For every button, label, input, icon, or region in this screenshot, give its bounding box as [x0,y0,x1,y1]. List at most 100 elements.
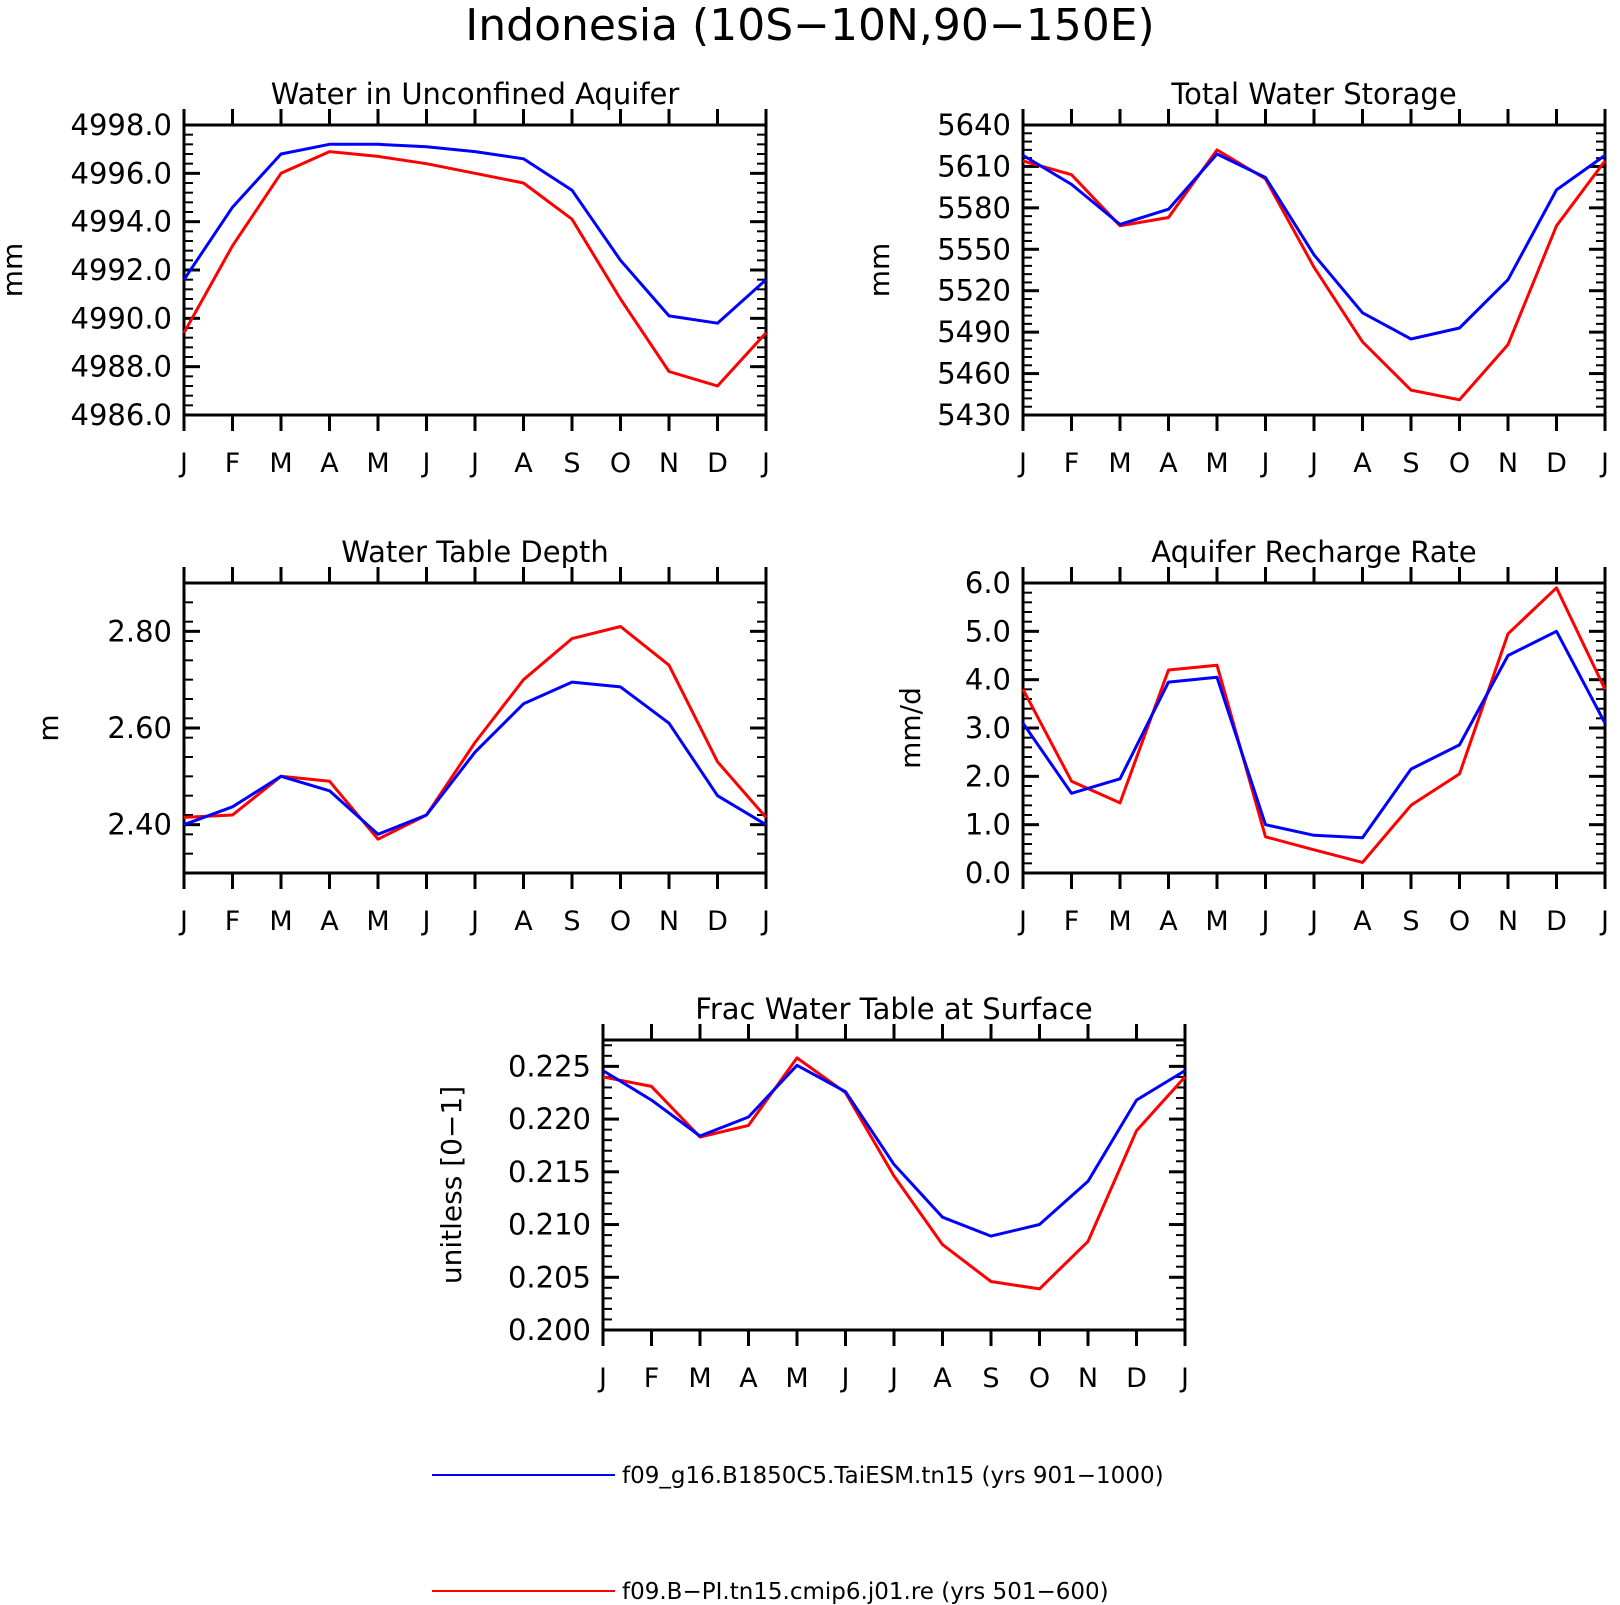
y-axis-label: m [32,714,65,741]
y-tick-label: 4998.0 [71,108,172,142]
x-tick-label: O [610,448,631,479]
plot-frame [182,123,768,417]
series-line-red [1021,586,1607,864]
x-tick-label: O [1029,1363,1050,1394]
y-tick-label: 3.0 [965,711,1011,745]
panel-total-water-storage: J F M A M J J A S O N D J543054605490552055505580561… [863,77,1609,479]
x-tick-label: N [659,906,679,937]
y-tick-label: 5490 [937,315,1011,349]
x-tick-label: J [1599,906,1609,937]
y-tick-label: 2.60 [107,711,172,745]
x-tick-label: D [1546,448,1567,479]
x-tick-label: A [933,1363,952,1394]
y-tick-label: 5460 [937,357,1011,391]
x-tick-label: J [1260,906,1270,937]
x-tick-label: J [469,448,479,479]
series-line-red [183,625,768,841]
x-tick-label: S [982,1363,999,1394]
x-tick-label: M [1205,448,1228,479]
x-tick-label: J [421,448,431,479]
plot-frame [1021,123,1607,417]
x-tick-label: S [1402,906,1419,937]
y-tick-label: 0.0 [965,856,1011,890]
panel-title: Total Water Storage [1170,77,1456,111]
x-tick-label: O [1449,906,1470,937]
x-tick-label: J [1179,1363,1189,1394]
x-tick-label: M [688,1363,711,1394]
y-tick-label: 4.0 [965,663,1011,697]
y-tick-label: 6.0 [965,566,1011,600]
x-tick-label: A [739,1363,758,1394]
x-tick-label: J [1260,448,1270,479]
x-tick-label: O [1449,448,1470,479]
series-line-blue [183,680,767,836]
legend-label-blue: f09_g16.B1850C5.TaiESM.tn15 (yrs 901−100… [622,1463,1164,1489]
x-tick-label: M [269,448,292,479]
y-axis-label: unitless [0−1] [435,1086,468,1284]
x-tick-label: J [178,906,188,937]
x-tick-label: J [1308,448,1318,479]
y-tick-label: 0.225 [508,1049,591,1083]
y-tick-label: 2.80 [107,614,172,648]
series-line-red [1022,148,1607,402]
y-tick-label: 5610 [937,149,1011,183]
y-tick-label: 5520 [937,274,1011,308]
series-line-blue [182,142,768,325]
x-tick-label: F [225,906,241,937]
x-tick-label: A [514,448,533,479]
legend: f09_g16.B1850C5.TaiESM.tn15 (yrs 901−100… [432,1463,1164,1605]
y-tick-label: 4988.0 [71,350,172,384]
panel-title: Aquifer Recharge Rate [1151,535,1477,569]
x-tick-label: A [1159,448,1178,479]
x-tick-label: A [514,906,533,937]
x-tick-label: A [320,906,339,937]
x-tick-label: D [1546,906,1567,937]
series-line-blue [1022,152,1606,341]
y-tick-label: 0.205 [508,1260,591,1294]
legend-label-red: f09.B−PI.tn15.cmip6.j01.re (yrs 501−600) [622,1579,1109,1605]
x-tick-label: A [1353,448,1372,479]
y-tick-label: 1.0 [965,808,1011,842]
y-axis-label: mm [0,243,29,298]
x-tick-label: N [1498,448,1518,479]
x-tick-label: M [1108,448,1131,479]
x-tick-label: F [1064,906,1080,937]
y-tick-label: 0.215 [508,1155,591,1189]
y-axis-label: mm [863,243,896,298]
x-tick-label: J [1017,448,1027,479]
x-tick-label: J [760,906,770,937]
y-tick-label: 4986.0 [71,398,172,432]
x-tick-label: N [1078,1363,1098,1394]
x-tick-label: J [760,448,770,479]
y-tick-label: 0.210 [508,1208,591,1242]
series-line-red [602,1056,1187,1291]
x-tick-label: M [1108,906,1131,937]
figure-title: Indonesia (10S−10N,90−150E) [465,0,1154,51]
x-tick-label: S [563,906,580,937]
x-tick-label: S [563,448,580,479]
x-tick-label: J [840,1363,850,1394]
plot-frame [601,1038,1187,1332]
x-tick-label: S [1402,448,1419,479]
y-tick-label: 5580 [937,191,1011,225]
x-tick-label: J [597,1363,607,1394]
panel-title: Water Table Depth [341,535,609,569]
y-tick-label: 5430 [937,398,1011,432]
panel-title: Frac Water Table at Surface [695,992,1092,1026]
y-tick-label: 5640 [937,108,1011,142]
x-tick-label: A [1353,906,1372,937]
y-axis-label: mm/d [894,687,927,769]
x-tick-label: J [1599,448,1609,479]
x-tick-label: N [1498,906,1518,937]
x-tick-label: M [366,906,389,937]
x-tick-label: D [707,448,728,479]
x-tick-label: A [1159,906,1178,937]
y-tick-label: 2.0 [965,759,1011,793]
y-tick-label: 4990.0 [71,301,172,335]
panel-title: Water in Unconfined Aquifer [271,77,680,111]
y-tick-label: 4992.0 [71,253,172,287]
y-tick-label: 4996.0 [71,156,172,190]
plot-frame [182,581,768,875]
x-tick-label: M [1205,906,1228,937]
